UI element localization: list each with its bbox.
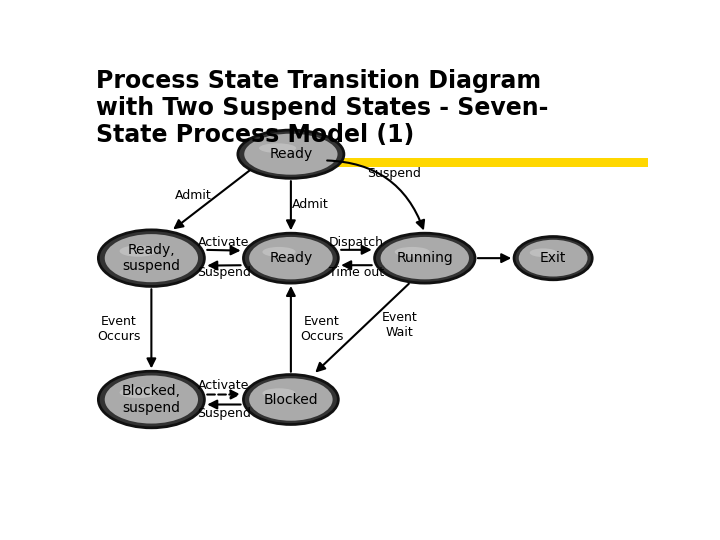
Ellipse shape: [381, 237, 469, 279]
Text: Dispatch: Dispatch: [329, 237, 384, 249]
Text: Suspend: Suspend: [197, 407, 251, 420]
Ellipse shape: [262, 247, 296, 257]
Ellipse shape: [259, 143, 296, 153]
Ellipse shape: [99, 371, 204, 428]
Ellipse shape: [262, 388, 296, 399]
Ellipse shape: [244, 134, 338, 175]
Text: Event
Occurs: Event Occurs: [300, 315, 343, 343]
Text: Running: Running: [397, 251, 453, 265]
Text: Suspend: Suspend: [197, 266, 251, 279]
Text: Event
Wait: Event Wait: [382, 310, 418, 339]
Text: Ready: Ready: [269, 251, 312, 265]
Text: Ready: Ready: [269, 147, 312, 161]
Ellipse shape: [120, 245, 157, 256]
Text: Suspend: Suspend: [367, 167, 421, 180]
Bar: [246, 158, 654, 167]
Ellipse shape: [530, 248, 557, 257]
Text: Ready,
suspend: Ready, suspend: [122, 243, 181, 273]
Text: Blocked: Blocked: [264, 393, 318, 407]
Text: Process State Transition Diagram
with Two Suspend States - Seven-
State Process : Process State Transition Diagram with Tw…: [96, 69, 548, 147]
Ellipse shape: [374, 233, 475, 283]
Text: Admit: Admit: [175, 190, 212, 202]
Text: Event
Occurs: Event Occurs: [97, 315, 140, 343]
Text: Time out: Time out: [329, 266, 384, 279]
Text: Activate: Activate: [198, 379, 250, 392]
Ellipse shape: [243, 233, 338, 283]
Ellipse shape: [514, 237, 593, 280]
Ellipse shape: [120, 387, 157, 398]
Text: Blocked,
suspend: Blocked, suspend: [122, 384, 181, 415]
Ellipse shape: [238, 130, 344, 178]
Ellipse shape: [249, 379, 333, 421]
Text: Exit: Exit: [540, 251, 567, 265]
Ellipse shape: [104, 234, 198, 282]
Ellipse shape: [249, 237, 333, 279]
Text: Activate: Activate: [198, 237, 250, 249]
Ellipse shape: [99, 230, 204, 286]
Ellipse shape: [519, 240, 588, 276]
Text: Admit: Admit: [292, 198, 329, 211]
Ellipse shape: [395, 247, 430, 257]
Ellipse shape: [104, 375, 198, 423]
Ellipse shape: [243, 375, 338, 424]
